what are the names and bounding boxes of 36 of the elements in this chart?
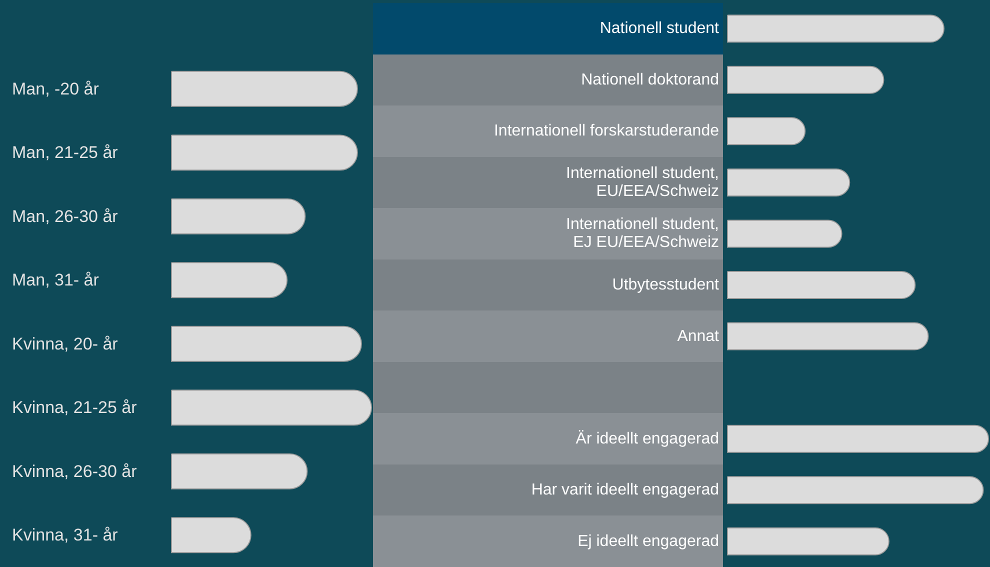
bar (727, 271, 916, 299)
y-tick-label: Internationell student, EU/EEA/Schweiz (566, 164, 719, 200)
bar (727, 117, 806, 146)
bar (727, 476, 984, 504)
bar (171, 326, 362, 362)
y-tick-label: Kvinna, 31- år (12, 526, 118, 545)
y-tick-label: Man, 31- år (12, 270, 100, 290)
y-tick-label: Ej ideellt engagerad (578, 532, 719, 550)
y-tick-label: Nationell doktorand (581, 71, 719, 88)
y-tick-label: Man, 26-30 år (12, 206, 118, 226)
y-tick-label: Utbytesstudent (612, 276, 720, 294)
bar (727, 66, 884, 94)
y-tick-label: Har varit ideellt engagerad (531, 482, 719, 499)
bar (171, 390, 372, 426)
y-tick-label: Man, 21-25 år (12, 143, 118, 162)
y-tick-label: Nationell student (600, 20, 720, 38)
bar (727, 424, 989, 453)
bar (727, 14, 944, 43)
bar (171, 198, 306, 234)
y-tick-label: Internationell student, EJ EU/EEA/Schweiz (566, 216, 719, 252)
bar (171, 517, 252, 554)
bar (727, 220, 842, 248)
y-tick-label: Annat (677, 328, 720, 345)
y-tick-label: Kvinna, 26-30 år (12, 462, 138, 481)
y-tick-label: Är ideellt engagerad (576, 429, 719, 448)
bar (727, 322, 929, 350)
y-tick-label: Internationell forskarstuderande (494, 122, 720, 140)
y-tick-label: Kvinna, 20- år (12, 334, 118, 354)
bar (727, 527, 890, 556)
y-tick-label: Man, -20 år (12, 79, 100, 98)
bar (727, 168, 850, 196)
bar (171, 262, 288, 298)
bar (171, 134, 358, 171)
bar (171, 453, 308, 490)
bar (171, 70, 358, 107)
y-tick-label: Kvinna, 21-25 år (12, 398, 138, 418)
